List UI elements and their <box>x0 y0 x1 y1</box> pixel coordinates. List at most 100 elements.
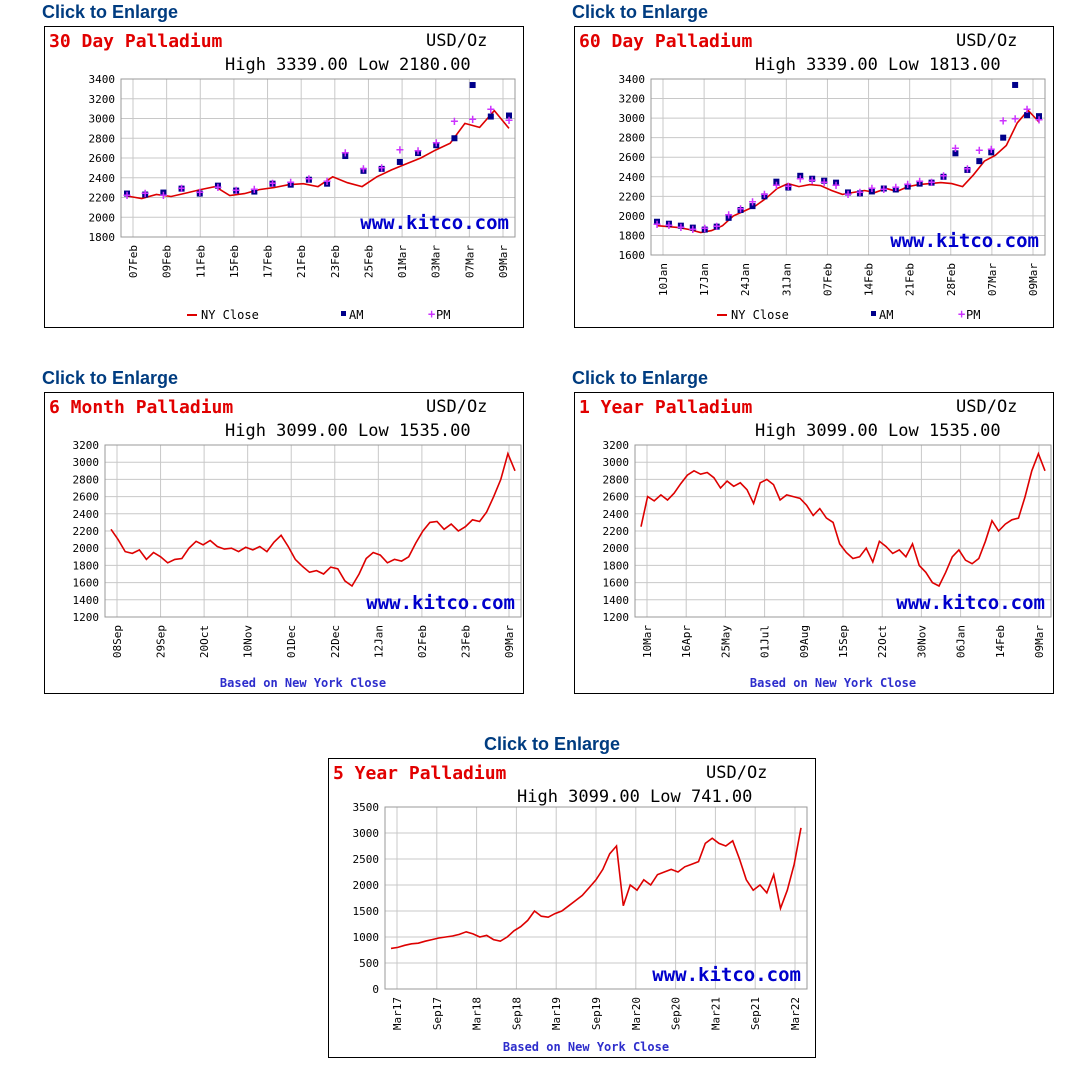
y-tick-label: 1600 <box>73 577 100 590</box>
y-tick-label: 2600 <box>89 152 116 165</box>
x-tick-label: 09Aug <box>798 625 811 658</box>
y-tick-label: 1400 <box>603 594 630 607</box>
x-tick-label: Mar20 <box>630 997 643 1030</box>
am-marker <box>785 184 792 191</box>
am-marker <box>928 179 935 186</box>
unit-label: USD/Oz <box>706 763 768 783</box>
am-marker <box>952 150 959 157</box>
click-to-enlarge-link[interactable]: Click to Enlarge <box>572 368 709 388</box>
am-marker <box>196 190 203 197</box>
chart-title: 1 Year Palladium <box>579 397 753 418</box>
legend-ny-label: NY Close <box>201 308 259 322</box>
am-marker <box>142 191 149 198</box>
click-to-enlarge-link[interactable]: Click to Enlarge <box>42 2 179 22</box>
y-tick-label: 2000 <box>619 210 646 223</box>
y-tick-label: 2800 <box>89 132 116 145</box>
chart-1-year-palladium[interactable]: 1200 1400 1600 1800 2000 2200 2400 2600 2800 3000… <box>574 392 1054 694</box>
x-tick-label: 09Mar <box>503 625 516 658</box>
y-tick-label: 2800 <box>619 132 646 145</box>
pm-marker: + <box>505 113 513 128</box>
x-tick-label: 10Jan <box>657 263 670 296</box>
y-tick-label: 1800 <box>73 559 100 572</box>
x-tick-label: Sep20 <box>670 997 683 1030</box>
pm-marker: + <box>892 181 900 196</box>
pm-marker: + <box>916 175 924 190</box>
x-tick-label: 25Feb <box>362 245 375 278</box>
y-tick-label: 1200 <box>73 611 100 624</box>
pm-marker: + <box>665 219 673 234</box>
am-marker <box>916 180 923 187</box>
pm-marker: + <box>1035 113 1043 128</box>
chart-title: 6 Month Palladium <box>49 397 234 418</box>
pm-marker: + <box>269 177 277 192</box>
am-marker <box>360 167 367 174</box>
y-tick-label: 3400 <box>619 73 646 86</box>
watermark: www.kitco.com <box>896 592 1045 614</box>
x-tick-label: 29Sep <box>155 625 168 658</box>
pm-marker: + <box>305 172 313 187</box>
y-tick-label: 3000 <box>603 456 630 469</box>
chart-60-day-palladium[interactable]: 1600 1800 2000 2200 2400 2600 2800 3000 3200 3400… <box>574 26 1054 328</box>
x-tick-label: 17Feb <box>262 245 275 278</box>
x-tick-label: 09Mar <box>1027 263 1040 296</box>
am-marker <box>701 226 708 233</box>
y-tick-label: 3200 <box>73 439 100 452</box>
chart-30-day-palladium[interactable]: 1800 2000 2200 2400 2600 2800 3000 3200 3400 07Fe… <box>44 26 524 328</box>
y-tick-label: 0 <box>372 983 379 996</box>
series-line <box>126 109 510 200</box>
am-marker <box>451 135 458 142</box>
am-marker <box>124 190 130 197</box>
am-marker <box>305 176 312 183</box>
chart-6-month-palladium[interactable]: 1200 1400 1600 1800 2000 2200 2400 2600 2800 3000… <box>44 392 524 694</box>
watermark: www.kitco.com <box>652 964 801 986</box>
pm-marker: + <box>287 176 295 191</box>
y-tick-label: 2800 <box>73 473 100 486</box>
high-low-label: High 3339.00 Low 1813.00 <box>755 55 1001 75</box>
am-marker <box>324 180 331 187</box>
high-low-label: High 3099.00 Low 741.00 <box>517 787 753 807</box>
pm-marker: + <box>378 161 386 176</box>
am-marker <box>378 165 385 172</box>
unit-label: USD/Oz <box>956 397 1018 417</box>
x-tick-label: 21Feb <box>295 245 308 278</box>
am-marker <box>415 150 422 157</box>
am-marker <box>988 149 995 156</box>
pm-marker: + <box>432 136 440 151</box>
click-to-enlarge-link[interactable]: Click to Enlarge <box>484 734 621 754</box>
x-tick-label: 16Apr <box>680 625 693 658</box>
plot-frame <box>120 78 516 238</box>
footer-note: Based on New York Close <box>220 676 386 690</box>
am-marker <box>725 214 732 221</box>
pm-marker: + <box>250 183 258 198</box>
am-marker <box>821 177 828 184</box>
y-tick-label: 1500 <box>353 905 380 918</box>
pm-marker: + <box>820 176 828 191</box>
pm-marker: + <box>856 185 864 200</box>
x-tick-label: 01Mar <box>396 245 409 278</box>
am-marker <box>940 173 947 180</box>
legend-pm-swatch: + <box>958 307 965 321</box>
chart-svg: 1200 1400 1600 1800 2000 2200 2400 2600 2800 3000… <box>603 439 1052 690</box>
am-marker <box>1036 113 1042 120</box>
pm-marker: + <box>451 114 459 129</box>
y-tick-label: 2000 <box>603 542 630 555</box>
chart-5-year-palladium[interactable]: 0 500 1000 1500 2000 2500 3000 3500 Mar17 Sep17 Ma… <box>328 758 816 1058</box>
am-marker <box>342 153 349 160</box>
am-marker <box>506 112 512 119</box>
y-tick-label: 500 <box>359 957 379 970</box>
y-tick-label: 1800 <box>89 231 116 244</box>
x-tick-label: 30Nov <box>915 625 928 658</box>
click-to-enlarge-link[interactable]: Click to Enlarge <box>572 2 709 22</box>
y-tick-label: 2200 <box>73 525 100 538</box>
x-tick-label: 07Mar <box>986 263 999 296</box>
pm-marker: + <box>1023 102 1031 117</box>
pm-marker: + <box>761 187 769 202</box>
am-marker <box>469 82 476 89</box>
click-to-enlarge-link[interactable]: Click to Enlarge <box>42 368 179 388</box>
x-tick-label: 31Jan <box>780 263 793 296</box>
x-tick-label: 10Mar <box>641 625 654 658</box>
x-tick-label: 09Mar <box>497 245 510 278</box>
legend-ny-label: NY Close <box>731 308 789 322</box>
pm-marker: + <box>360 162 368 177</box>
legend-am-swatch <box>341 311 346 316</box>
